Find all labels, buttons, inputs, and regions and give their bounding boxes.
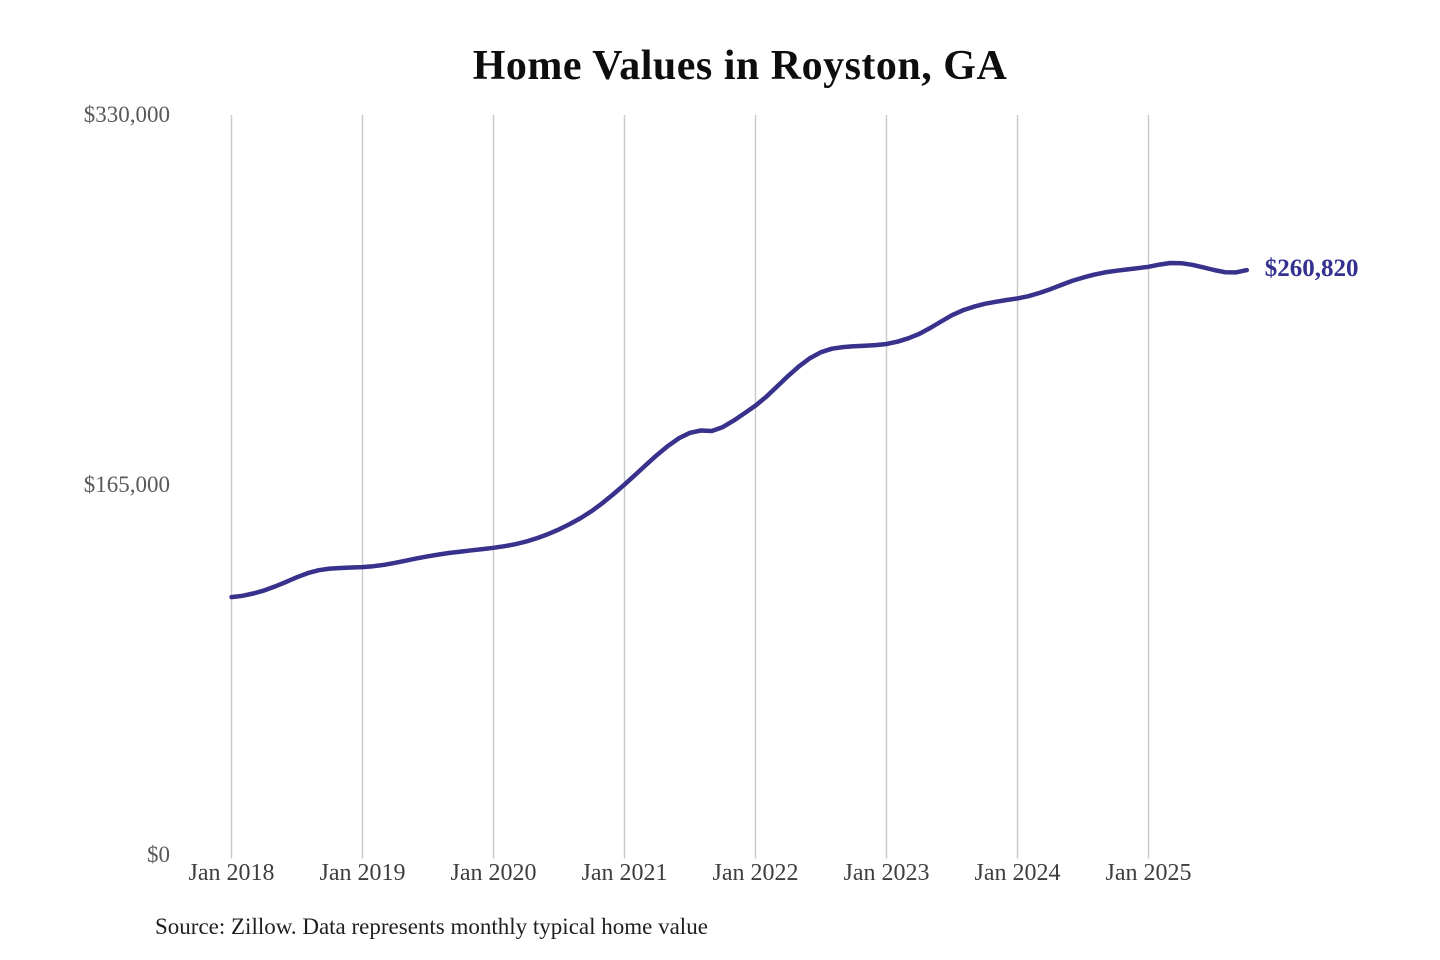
x-tick-label: Jan 2023 — [843, 860, 930, 886]
y-tick-label: $165,000 — [83, 472, 170, 497]
gridline-group — [230, 115, 1150, 859]
latest-value-label: $260,820 — [1264, 255, 1359, 283]
home-value-line — [229, 260, 1250, 600]
x-tick-label: Jan 2018 — [188, 860, 275, 886]
x-tick-label: Jan 2020 — [450, 860, 537, 886]
y-tick-label: $330,000 — [83, 102, 170, 127]
x-tick-label: Jan 2024 — [974, 860, 1061, 886]
x-tick-label: Jan 2019 — [319, 860, 406, 886]
source-note: Source: Zillow. Data represents monthly … — [155, 914, 708, 939]
x-tick-label: Jan 2025 — [1105, 860, 1192, 886]
chart-title: Home Values in Royston, GA — [472, 43, 1008, 89]
y-tick-label: $0 — [147, 842, 170, 867]
x-tick-label: Jan 2022 — [712, 860, 799, 886]
x-tick-label: Jan 2021 — [581, 860, 668, 886]
